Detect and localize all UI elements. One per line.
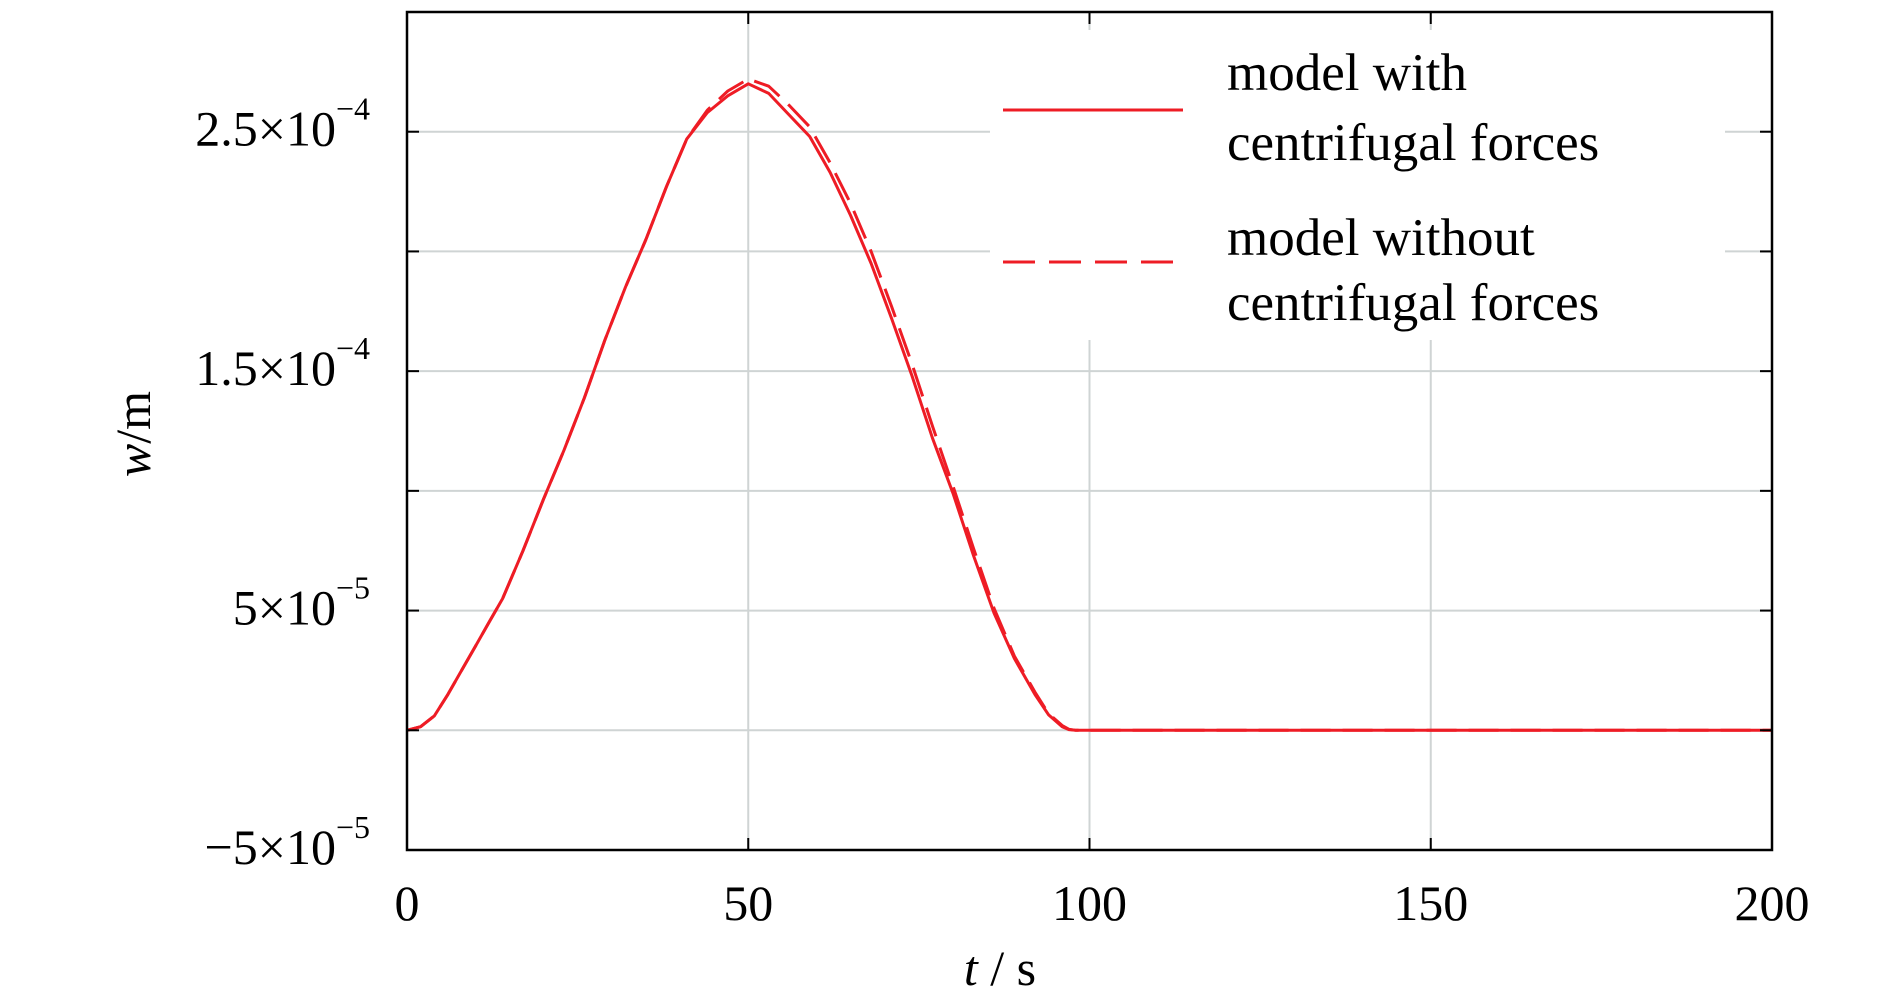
x-tick-label-4: 200 bbox=[1735, 875, 1810, 931]
y-tick-label-1: 5×10−5 bbox=[233, 570, 370, 636]
x-tick-label-1: 50 bbox=[723, 875, 773, 931]
x-axis-variable: t bbox=[964, 940, 979, 992]
tick-labels: 0 50 100 150 200 −5×10−5 5×10−5 1.5×10−4 2.5×10−… bbox=[195, 91, 1809, 931]
legend: model with centrifugal forces model withou… bbox=[1003, 44, 1599, 332]
series-line-1 bbox=[406, 77, 1772, 732]
y-axis-unit: m bbox=[105, 391, 161, 430]
legend-box bbox=[990, 30, 1725, 340]
y-tick-label-3: 2.5×10−4 bbox=[195, 91, 370, 157]
x-tick-label-2: 100 bbox=[1052, 875, 1127, 931]
axis-ticks bbox=[407, 12, 1772, 850]
x-axis-separator: / bbox=[978, 940, 1017, 992]
x-axis-unit: s bbox=[1017, 940, 1036, 992]
legend-label-0-0: model with bbox=[1227, 44, 1467, 102]
y-axis-variable: w bbox=[105, 444, 161, 477]
x-axis-label: t / s bbox=[964, 940, 1036, 992]
x-tick-label-3: 150 bbox=[1393, 875, 1468, 931]
legend-label-1-0: model without bbox=[1227, 209, 1535, 267]
y-tick-label-2: 1.5×10−4 bbox=[195, 330, 370, 396]
x-tick-label-0: 0 bbox=[395, 875, 420, 931]
y-axis-separator: / bbox=[105, 430, 161, 444]
legend-label-0-1: centrifugal forces bbox=[1227, 114, 1599, 172]
legend-background bbox=[990, 30, 1725, 340]
y-tick-label-0: −5×10−5 bbox=[205, 809, 370, 875]
y-axis-label: w/m bbox=[105, 391, 161, 477]
legend-label-1-1: centrifugal forces bbox=[1227, 274, 1599, 332]
plot-series bbox=[406, 77, 1772, 732]
